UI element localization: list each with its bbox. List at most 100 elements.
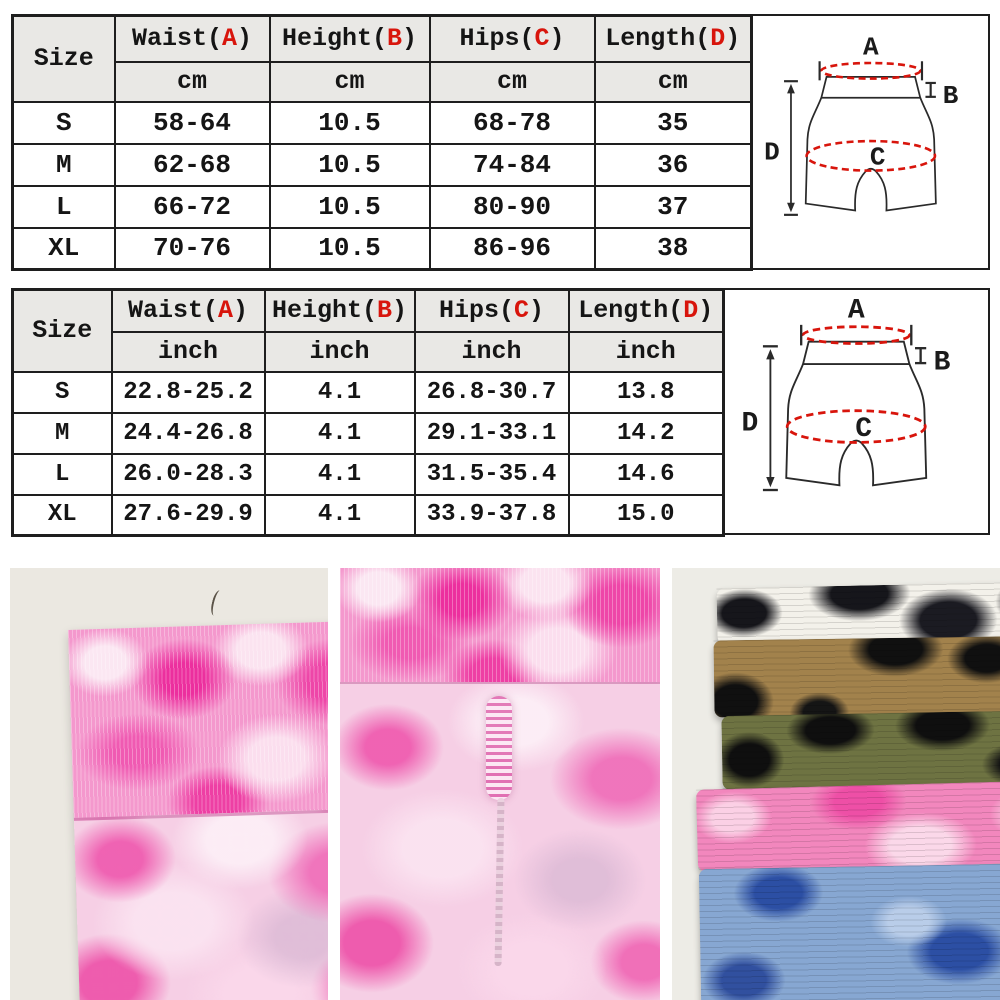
value-cell: 14.6: [567, 452, 725, 496]
length-measure-d: [783, 80, 798, 216]
photo-shorts-front: [10, 568, 328, 1000]
unit-cell: inch: [567, 330, 725, 373]
red-letter-b: B: [387, 24, 403, 54]
value-cell: 35: [593, 100, 753, 145]
shorts-waistband: [68, 620, 328, 818]
table-row: L 66-72 10.5 80-90 37: [11, 184, 753, 229]
shorts-back-waistband: [340, 568, 660, 682]
size-table-inch: Size Waist(A) Height(B) Hips(C) Length(D…: [11, 288, 725, 537]
value-cell: 62-68: [113, 142, 271, 187]
label-b: B: [943, 81, 959, 111]
shorts-measurement-diagram: A B D C: [742, 295, 951, 492]
hips-measure-c: C: [786, 409, 927, 445]
size-cell: L: [11, 184, 116, 229]
value-cell: 31.5-35.4: [413, 452, 570, 496]
unit-cell: inch: [263, 330, 416, 373]
value-cell: 74-84: [428, 142, 596, 187]
value-cell: 10.5: [268, 184, 431, 229]
hips-measure-c: C: [804, 139, 937, 173]
column-header-length: Length(D): [593, 14, 753, 63]
value-cell: 13.8: [567, 370, 725, 414]
red-letter-d: D: [683, 296, 699, 326]
scrunch-seam: [486, 696, 512, 800]
red-letter-a: A: [221, 24, 237, 54]
size-chart-section-cm: Size Waist(A) Height(B) Hips(C) Length(D…: [11, 14, 990, 271]
folded-shorts-khaki-black: [713, 635, 1000, 718]
photo-shorts-back-detail: [340, 568, 660, 1000]
value-cell: 86-96: [428, 226, 596, 271]
label-b: B: [934, 348, 951, 379]
folded-shorts-white-black: [716, 581, 1000, 645]
shorts-front-garment: [68, 620, 328, 1000]
unit-cell: cm: [593, 60, 753, 103]
unit-cell: cm: [268, 60, 431, 103]
value-cell: 80-90: [428, 184, 596, 229]
label-a: A: [863, 32, 879, 62]
value-cell: 38: [593, 226, 753, 271]
band-measure-b: [915, 346, 927, 365]
table-row: XL 27.6-29.9 4.1 33.9-37.8 15.0: [11, 493, 725, 537]
value-cell: 68-78: [428, 100, 596, 145]
column-header-hips: Hips(C): [413, 288, 570, 333]
column-header-height: Height(B): [268, 14, 431, 63]
value-cell: 10.5: [268, 142, 431, 187]
size-chart-section-inch: Size Waist(A) Height(B) Hips(C) Length(D…: [11, 288, 990, 537]
column-header-waist: Waist(A): [110, 288, 266, 333]
waist-measure-a: A: [800, 295, 913, 346]
size-cell: M: [11, 142, 116, 187]
photo-color-stack: [672, 568, 1000, 1000]
label-c: C: [870, 143, 886, 173]
column-header-height: Height(B): [263, 288, 416, 333]
value-cell: 29.1-33.1: [413, 411, 570, 455]
shorts-measurement-diagram: A B D C: [764, 32, 959, 216]
size-cell: XL: [11, 226, 116, 271]
corner-header-size: Size: [11, 288, 113, 373]
value-cell: 22.8-25.2: [110, 370, 266, 414]
red-letter-c: C: [513, 296, 529, 326]
value-cell: 58-64: [113, 100, 271, 145]
folded-shorts-pink: [695, 780, 1000, 872]
label-c: C: [856, 414, 873, 445]
shorts-body: [73, 808, 328, 1000]
value-cell: 26.8-30.7: [413, 370, 570, 414]
value-cell: 70-76: [113, 226, 271, 271]
red-letter-d: D: [710, 24, 726, 54]
column-header-length: Length(D): [567, 288, 725, 333]
size-cell: L: [11, 452, 113, 496]
value-cell: 66-72: [113, 184, 271, 229]
table-row: S 22.8-25.2 4.1 26.8-30.7 13.8: [11, 370, 725, 414]
red-letter-c: C: [534, 24, 550, 54]
shorts-outline: [804, 76, 937, 212]
value-cell: 10.5: [268, 100, 431, 145]
loose-thread: [209, 589, 225, 617]
table-row: L 26.0-28.3 4.1 31.5-35.4 14.6: [11, 452, 725, 496]
label-d: D: [742, 408, 759, 439]
unit-cell: cm: [428, 60, 596, 103]
unit-cell: cm: [113, 60, 271, 103]
shorts-outline: [785, 340, 928, 487]
value-cell: 37: [593, 184, 753, 229]
unit-cell: inch: [413, 330, 570, 373]
table-row: M 24.4-26.8 4.1 29.1-33.1 14.2: [11, 411, 725, 455]
measurement-diagram-cm: A B D C: [751, 14, 990, 270]
value-cell: 4.1: [263, 411, 416, 455]
value-cell: 4.1: [263, 370, 416, 414]
size-cell: M: [11, 411, 113, 455]
column-header-hips: Hips(C): [428, 14, 596, 63]
column-header-waist: Waist(A): [113, 14, 271, 63]
value-cell: 24.4-26.8: [110, 411, 266, 455]
size-cell: S: [11, 370, 113, 414]
size-cell: S: [11, 100, 116, 145]
band-measure-b: [925, 81, 936, 98]
folded-shorts-blue: [698, 862, 1000, 1000]
value-cell: 36: [593, 142, 753, 187]
value-cell: 4.1: [263, 452, 416, 496]
size-table-cm: Size Waist(A) Height(B) Hips(C) Length(D…: [11, 14, 753, 271]
size-cell: XL: [11, 493, 113, 537]
value-cell: 14.2: [567, 411, 725, 455]
table-row: XL 70-76 10.5 86-96 38: [11, 226, 753, 271]
value-cell: 4.1: [263, 493, 416, 537]
red-letter-b: B: [377, 296, 393, 326]
table-row: S 58-64 10.5 68-78 35: [11, 100, 753, 145]
